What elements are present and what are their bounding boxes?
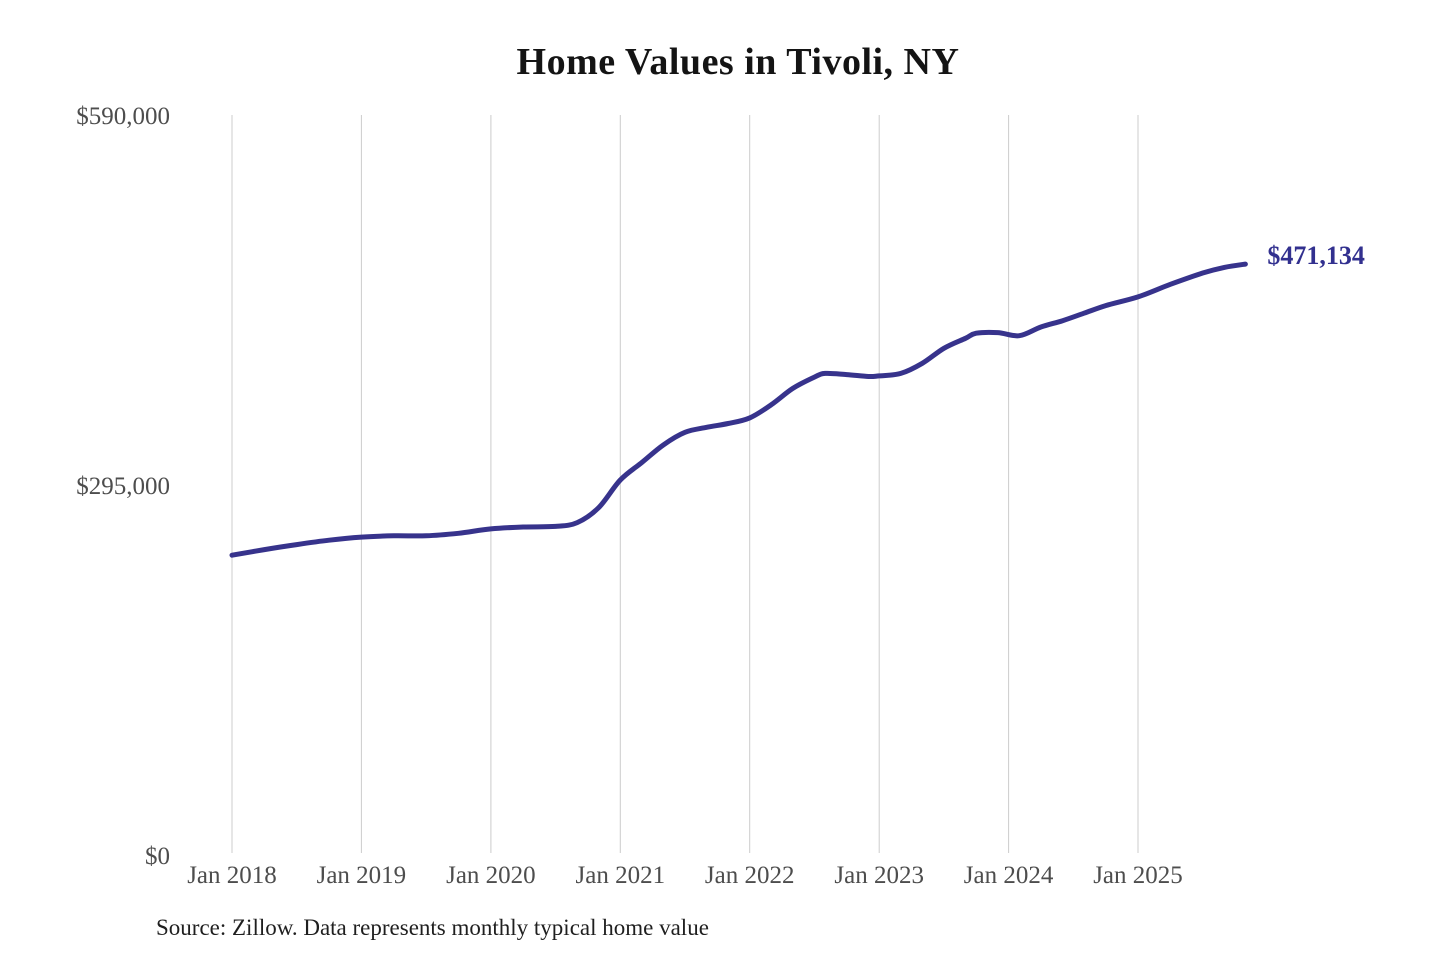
x-axis-tick-label: Jan 2023 (834, 862, 924, 889)
x-axis-tick-label: Jan 2019 (317, 862, 407, 889)
home-value-line (229, 261, 1248, 558)
x-axis-tick-label: Jan 2020 (446, 862, 536, 889)
chart-title: Home Values in Tivoli, NY (516, 41, 960, 83)
x-axis-tick-label: Jan 2025 (1093, 862, 1183, 889)
y-axis-tick-label: $0 (145, 843, 170, 870)
source-note: Source: Zillow. Data represents monthly … (156, 915, 709, 940)
y-axis-tick-label: $590,000 (76, 103, 170, 130)
x-axis-tick-label: Jan 2022 (705, 862, 795, 889)
latest-value-label: $471,134 (1267, 241, 1365, 270)
x-axis-tick-label: Jan 2021 (576, 862, 666, 889)
x-axis-tick-label: Jan 2018 (187, 862, 277, 889)
x-axis-tick-label: Jan 2024 (964, 862, 1054, 889)
y-axis-tick-label: $295,000 (76, 473, 170, 500)
